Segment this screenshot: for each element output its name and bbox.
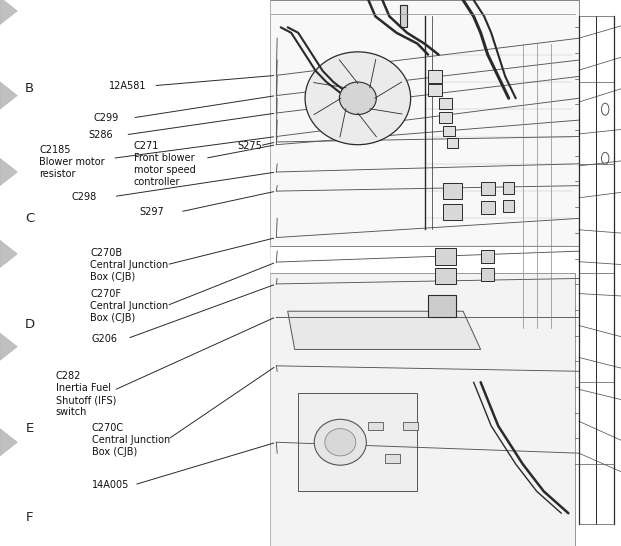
- Ellipse shape: [602, 103, 609, 115]
- Polygon shape: [0, 240, 17, 268]
- Circle shape: [314, 419, 366, 465]
- FancyBboxPatch shape: [428, 295, 456, 317]
- Text: S275: S275: [237, 141, 262, 151]
- Text: 12A581: 12A581: [109, 81, 146, 91]
- Polygon shape: [0, 429, 17, 456]
- Polygon shape: [0, 158, 17, 186]
- Ellipse shape: [602, 152, 609, 164]
- FancyBboxPatch shape: [386, 454, 401, 463]
- FancyBboxPatch shape: [481, 250, 494, 263]
- FancyBboxPatch shape: [428, 69, 442, 83]
- Text: S297: S297: [140, 207, 165, 217]
- Text: 14A005: 14A005: [92, 480, 129, 490]
- Text: C2185
Blower motor
resistor: C2185 Blower motor resistor: [39, 145, 105, 179]
- Text: D: D: [25, 318, 35, 331]
- FancyBboxPatch shape: [443, 126, 455, 136]
- Text: C298: C298: [71, 192, 97, 201]
- Polygon shape: [298, 393, 417, 491]
- Text: B: B: [25, 82, 34, 95]
- Text: G206: G206: [92, 334, 118, 343]
- Polygon shape: [0, 82, 17, 109]
- Text: C271
Front blower
motor speed
controller: C271 Front blower motor speed controller: [134, 141, 195, 187]
- FancyBboxPatch shape: [403, 422, 418, 430]
- Text: F: F: [26, 511, 34, 524]
- Text: C270C
Central Junction
Box (CJB): C270C Central Junction Box (CJB): [92, 423, 170, 456]
- FancyBboxPatch shape: [504, 182, 514, 194]
- FancyBboxPatch shape: [368, 422, 383, 430]
- Circle shape: [325, 429, 356, 456]
- Circle shape: [305, 52, 410, 145]
- Text: C299: C299: [93, 113, 119, 123]
- FancyBboxPatch shape: [439, 98, 452, 109]
- Text: E: E: [25, 422, 34, 435]
- FancyBboxPatch shape: [481, 268, 494, 282]
- FancyBboxPatch shape: [439, 112, 452, 123]
- Text: C282
Inertia Fuel
Shutoff (IFS)
switch: C282 Inertia Fuel Shutoff (IFS) switch: [56, 371, 116, 417]
- FancyBboxPatch shape: [435, 268, 456, 284]
- Text: S286: S286: [89, 130, 114, 140]
- FancyBboxPatch shape: [435, 248, 456, 265]
- Polygon shape: [288, 311, 481, 349]
- Polygon shape: [0, 0, 17, 25]
- Text: C: C: [25, 212, 34, 225]
- FancyBboxPatch shape: [270, 273, 576, 546]
- FancyBboxPatch shape: [443, 183, 462, 199]
- FancyBboxPatch shape: [428, 84, 442, 96]
- Circle shape: [339, 82, 376, 115]
- FancyBboxPatch shape: [270, 0, 579, 246]
- FancyBboxPatch shape: [400, 5, 407, 27]
- FancyBboxPatch shape: [443, 204, 462, 220]
- FancyBboxPatch shape: [481, 200, 495, 214]
- FancyBboxPatch shape: [481, 181, 495, 195]
- FancyBboxPatch shape: [447, 138, 458, 148]
- FancyBboxPatch shape: [504, 200, 514, 212]
- Text: C270B
Central Junction
Box (CJB): C270B Central Junction Box (CJB): [90, 248, 168, 282]
- Polygon shape: [0, 333, 17, 360]
- Text: C270F
Central Junction
Box (CJB): C270F Central Junction Box (CJB): [90, 289, 168, 323]
